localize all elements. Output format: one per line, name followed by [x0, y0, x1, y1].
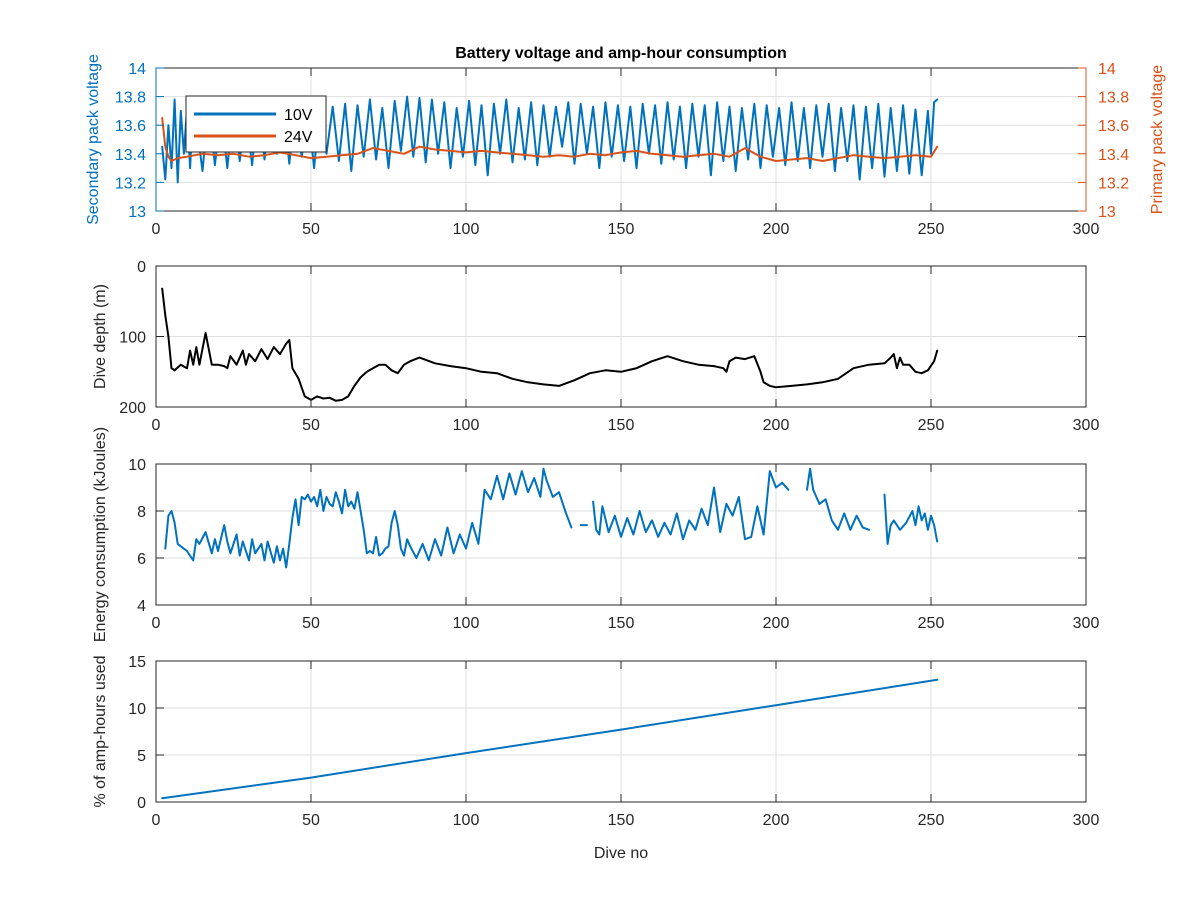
x-tick-label: 200: [763, 615, 790, 632]
series-line-chart3-0: [161, 678, 939, 800]
x-tick-label: 100: [453, 812, 480, 829]
y-tick-label: 13: [128, 204, 146, 221]
x-tick-label: 250: [918, 221, 945, 238]
x-tick-label: 50: [302, 812, 320, 829]
y-axis-label: Energy consumption (kJoules): [92, 427, 109, 642]
y-right-tick-label: 13: [1098, 204, 1116, 221]
y-tick-label: 100: [119, 330, 146, 347]
legend-label: 10V: [284, 107, 313, 124]
y-axis-label: Secondary pack voltage: [85, 54, 102, 225]
series-line-chart1-0: [161, 287, 939, 402]
x-tick-label: 200: [763, 417, 790, 434]
y-tick-label: 0: [137, 259, 146, 276]
x-tick-label: 150: [608, 417, 635, 434]
x-tick-label: 250: [918, 615, 945, 632]
y-axis-label: Dive depth (m): [92, 284, 109, 389]
x-tick-label: 300: [1073, 615, 1100, 632]
x-tick-label: 150: [608, 221, 635, 238]
x-tick-label: 50: [302, 417, 320, 434]
x-tick-label: 250: [918, 812, 945, 829]
x-axis-label: Dive no: [594, 845, 648, 862]
series-line-chart2-0: [164, 467, 573, 569]
series-line-10V: [161, 95, 939, 184]
y-tick-label: 6: [137, 551, 146, 568]
x-tick-label: 150: [608, 615, 635, 632]
legend-label: 24V: [284, 129, 313, 146]
y-tick-label: 10: [128, 701, 146, 718]
x-tick-label: 200: [763, 812, 790, 829]
y-tick-label: 13.6: [115, 118, 146, 135]
series-line-chart2-0: [592, 470, 790, 541]
y-tick-label: 8: [137, 504, 146, 521]
x-tick-label: 300: [1073, 812, 1100, 829]
x-tick-label: 50: [302, 221, 320, 238]
x-tick-label: 300: [1073, 221, 1100, 238]
y-right-tick-label: 13.6: [1098, 118, 1129, 135]
y-tick-label: 10: [128, 457, 146, 474]
x-tick-label: 0: [152, 417, 161, 434]
x-tick-label: 100: [453, 417, 480, 434]
y-tick-label: 13.4: [115, 147, 146, 164]
series-line-24V: [161, 117, 939, 162]
x-tick-label: 300: [1073, 417, 1100, 434]
y-tick-label: 15: [128, 654, 146, 671]
y-tick-label: 14: [128, 61, 146, 78]
y-right-tick-label: 13.8: [1098, 90, 1129, 107]
y-axis-label-right: Primary pack voltage: [1149, 65, 1166, 214]
y-tick-label: 200: [119, 400, 146, 417]
legend-box: [185, 95, 327, 153]
x-tick-label: 200: [763, 221, 790, 238]
x-tick-label: 50: [302, 615, 320, 632]
y-tick-label: 13.8: [115, 90, 146, 107]
x-tick-label: 0: [152, 812, 161, 829]
y-right-tick-label: 14: [1098, 61, 1116, 78]
y-tick-label: 4: [137, 598, 146, 615]
x-tick-label: 0: [152, 615, 161, 632]
y-right-tick-label: 13.4: [1098, 147, 1129, 164]
y-tick-label: 0: [137, 795, 146, 812]
y-right-tick-label: 13.2: [1098, 175, 1129, 192]
x-tick-label: 100: [453, 221, 480, 238]
y-tick-label: 13.2: [115, 175, 146, 192]
series-line-chart2-0: [883, 493, 939, 545]
x-tick-label: 100: [453, 615, 480, 632]
y-axis-label: % of amp-hours used: [92, 655, 109, 807]
x-tick-label: 0: [152, 221, 161, 238]
chart-title: Battery voltage and amp-hour consumption: [455, 45, 787, 62]
x-tick-label: 250: [918, 417, 945, 434]
x-tick-label: 150: [608, 812, 635, 829]
series-line-chart2-0: [806, 467, 870, 531]
y-tick-label: 5: [137, 748, 146, 765]
